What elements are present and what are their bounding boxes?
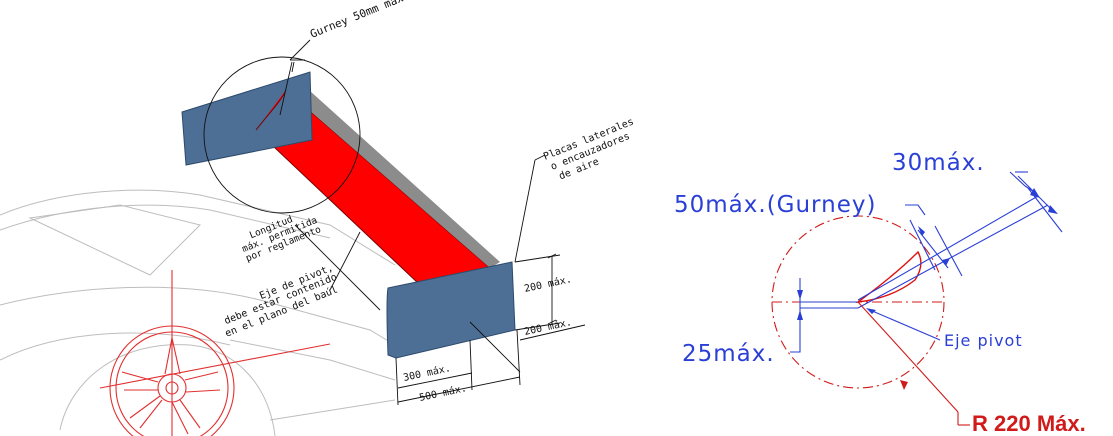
leader-lines xyxy=(203,39,586,406)
wing-assembly xyxy=(181,71,516,359)
dim-50-label: 50máx.(Gurney) xyxy=(674,192,876,218)
right-endplate xyxy=(386,261,516,359)
pivot-label: Eje de pivot, debe estar contenido en el… xyxy=(223,263,340,340)
dim-300: 300 máx. xyxy=(402,362,452,384)
section-drawing xyxy=(771,171,1063,426)
car-outline xyxy=(0,189,396,436)
left-endplate xyxy=(181,71,313,166)
length-circle xyxy=(203,56,361,214)
section-arrows xyxy=(797,188,1058,390)
gurney-flap xyxy=(286,82,500,268)
dim-200-bottom: 200 máx. xyxy=(523,316,573,338)
pivot-axis-label: Eje pivot xyxy=(944,331,1023,350)
dim-500: 500 máx. xyxy=(418,382,468,404)
wheel xyxy=(99,270,331,436)
gurney-label: Gurney 50mm máx. xyxy=(308,0,411,41)
dim-25-label: 25máx. xyxy=(682,341,775,367)
dim-200-vertical: 200 máx. xyxy=(523,273,573,295)
dim-30-label: 30máx. xyxy=(892,150,985,176)
side-plates-label: Placas laterales o encauzadores de aire xyxy=(542,116,635,182)
radius-label: R 220 Máx. xyxy=(972,411,1086,436)
length-label: Longitud máx. permitida por reglamento xyxy=(241,214,323,264)
